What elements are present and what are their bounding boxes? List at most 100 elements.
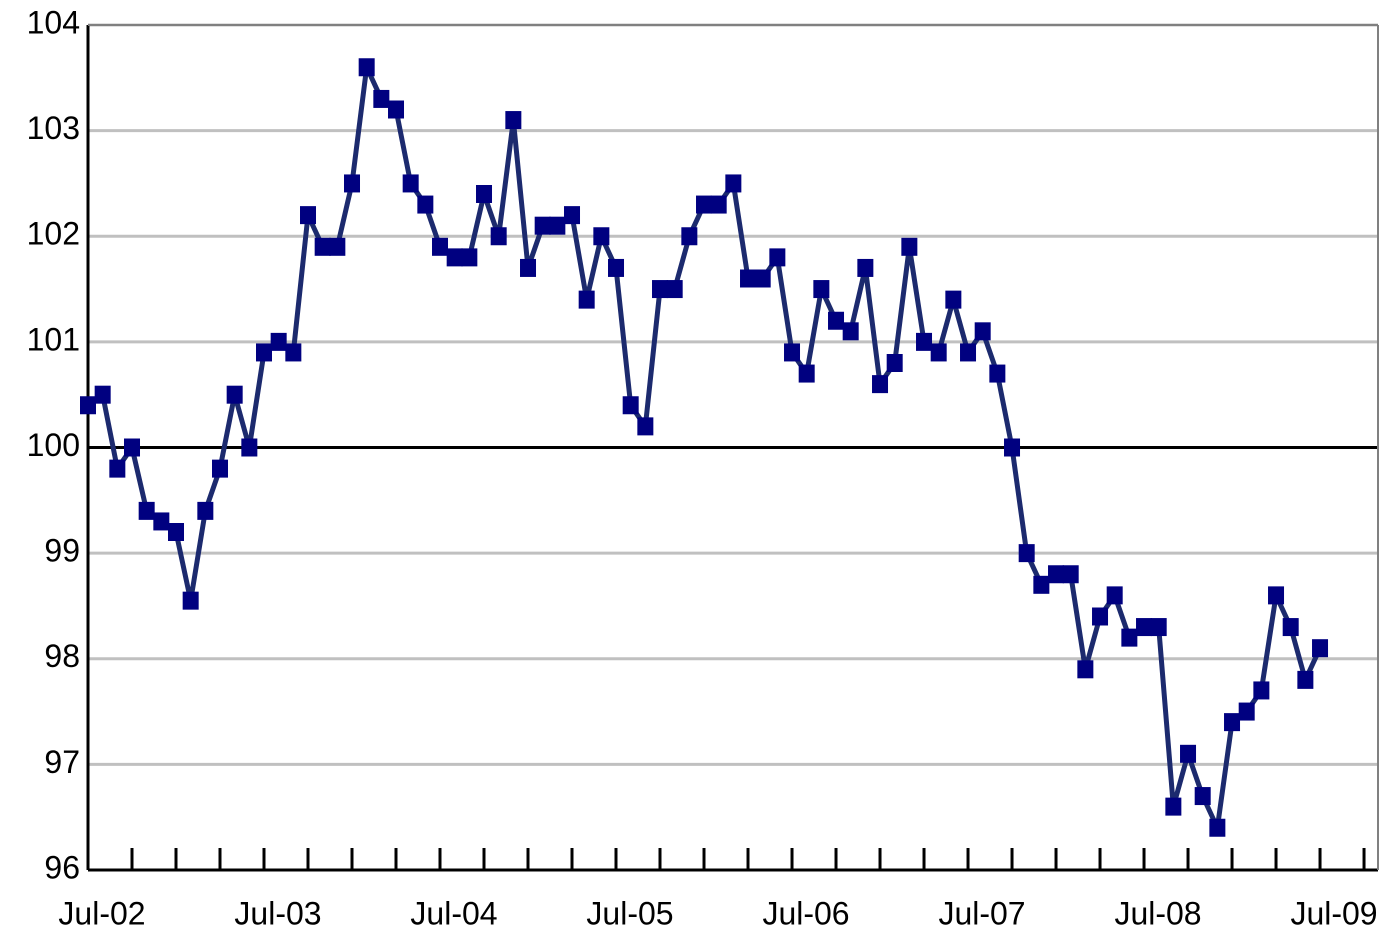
marker [153,512,170,531]
marker [461,248,478,267]
marker [241,438,258,457]
marker [872,375,889,394]
marker [608,258,625,277]
marker [652,280,669,299]
marker [256,343,273,362]
marker [285,343,302,362]
marker [1268,586,1285,605]
marker [1297,670,1314,689]
marker [1312,639,1329,658]
y-tick-label: 98 [44,638,80,674]
marker [124,438,141,457]
x-tick-label: Jul-05 [586,895,673,931]
marker [1048,565,1065,584]
marker [300,206,317,225]
marker [769,248,786,267]
marker [578,290,595,309]
marker [784,343,801,362]
marker [681,227,698,246]
x-tick-label: Jul-02 [58,895,145,931]
y-tick-label: 103 [27,110,80,146]
marker [989,364,1006,383]
marker [1077,660,1094,679]
y-tick-label: 97 [44,744,80,780]
marker [828,311,845,330]
marker [197,501,214,520]
marker [710,195,727,214]
y-tick-label: 104 [27,4,80,40]
marker [725,174,742,193]
marker [1136,618,1153,637]
marker [1121,628,1138,647]
marker [886,354,903,372]
marker [1033,575,1050,594]
marker [1253,681,1270,700]
marker [1165,797,1182,816]
marker [80,396,96,415]
x-tick-label: Jul-07 [938,895,1025,931]
x-tick-label: Jul-06 [762,895,849,931]
marker [109,459,126,478]
marker [226,385,243,404]
marker [916,332,933,351]
marker [270,332,287,351]
marker [373,89,390,108]
marker [637,417,654,436]
marker [1224,713,1241,732]
marker [534,216,551,235]
marker [446,248,463,267]
marker [696,195,713,214]
marker [314,237,331,256]
marker [1004,438,1021,457]
marker [901,237,918,256]
marker [798,364,815,383]
y-tick-label: 102 [27,216,80,252]
y-tick-label: 101 [27,321,80,357]
marker [168,523,185,541]
marker [740,269,757,288]
marker [94,385,111,404]
marker [138,501,155,520]
marker [1092,607,1109,626]
x-tick-label: Jul-09 [1290,895,1377,931]
marker [417,195,434,214]
marker [945,290,962,309]
marker [857,258,874,277]
marker [1238,702,1255,721]
marker [813,280,830,299]
marker [212,459,229,478]
marker [1062,565,1079,584]
marker [358,58,375,77]
marker [505,111,522,130]
x-tick-label: Jul-08 [1114,895,1201,931]
marker [622,396,639,415]
marker [344,174,361,193]
marker [388,100,405,119]
y-tick-label: 99 [44,533,80,569]
marker [960,343,977,362]
marker [1282,618,1299,637]
marker [490,227,507,246]
y-tick-label: 100 [27,427,80,463]
marker [593,227,610,246]
marker [1180,744,1197,763]
marker [974,322,991,341]
x-tick-label: Jul-03 [234,895,321,931]
marker [1194,787,1211,806]
marker [1150,618,1167,637]
marker [1106,586,1123,605]
marker [549,216,566,235]
marker [476,185,493,203]
marker [1018,544,1035,563]
marker [520,258,537,277]
marker [930,343,947,362]
marker [432,237,449,256]
marker [754,269,771,288]
marker [564,206,581,225]
marker [666,280,683,299]
y-tick-label: 96 [44,849,80,885]
marker [1209,818,1226,837]
marker [842,322,859,341]
x-tick-label: Jul-04 [410,895,497,931]
